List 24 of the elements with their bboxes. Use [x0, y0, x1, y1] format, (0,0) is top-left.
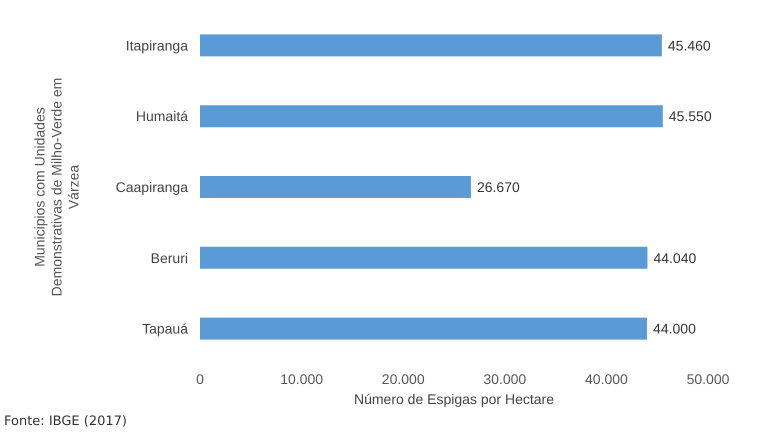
y-tick-label: Humaitá	[136, 108, 188, 124]
bar	[200, 318, 648, 340]
x-tick-label: 0	[196, 371, 204, 387]
data-label: 45.550	[668, 108, 712, 124]
data-label: 26.670	[476, 179, 520, 195]
y-axis-title: Municipios com Unidades Demonstrativas de Milho-Verde em Várzea	[32, 78, 82, 296]
x-tick-label: 30.000	[483, 371, 526, 387]
bar	[200, 246, 648, 269]
bar	[200, 176, 471, 198]
bar	[200, 34, 662, 56]
source-note: Fonte: IBGE (2017)	[4, 414, 127, 429]
x-tick-label: 50.000	[686, 371, 730, 387]
data-label: 44.000	[653, 320, 696, 337]
x-tick-label: 10.000	[280, 371, 324, 387]
y-tick-label: Tapauá	[142, 320, 188, 337]
data-label: 45.460	[668, 37, 711, 54]
y-tick-label: Caapiranga	[116, 179, 188, 195]
x-axis-title: Número de Espigas por Hectare	[354, 391, 554, 407]
data-label: 44.040	[653, 250, 696, 266]
y-tick-label: Itapiranga	[126, 37, 188, 54]
x-tick-label: 40.000	[584, 371, 628, 387]
x-tick-label: 20.000	[382, 371, 425, 387]
bar	[200, 105, 663, 128]
y-tick-label: Beruri	[150, 250, 188, 266]
